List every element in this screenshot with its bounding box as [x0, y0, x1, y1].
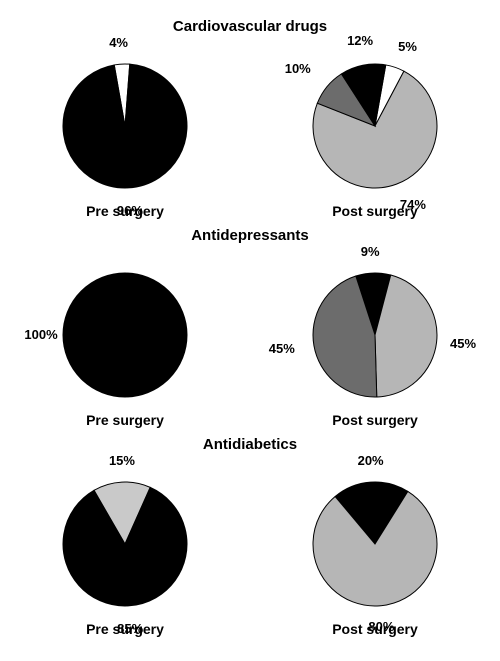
pie-chart: 4%96% [10, 41, 240, 201]
slice-label: 4% [109, 35, 128, 50]
pie-svg [260, 250, 490, 410]
figure-container: Cardiovascular drugs4%96%Pre surgery5%74… [0, 0, 500, 661]
chart-row: 4%96%Pre surgery5%74%10%12%Post surgery [0, 41, 500, 219]
section-title: Antidepressants [0, 227, 500, 244]
slice-label: 74% [400, 197, 426, 212]
slice-label: 80% [368, 619, 394, 634]
pie-chart: 5%74%10%12% [260, 41, 490, 201]
pie-svg [260, 459, 490, 619]
pie-svg [10, 41, 240, 201]
slice-label: 5% [398, 39, 417, 54]
slice-label: 9% [361, 244, 380, 259]
chart-row: 100%Pre surgery9%45%45%Post surgery [0, 250, 500, 428]
pie-chart: 100% [10, 250, 240, 410]
slice-label: 10% [285, 61, 311, 76]
slice-label: 100% [24, 327, 57, 342]
slice-label: 15% [109, 453, 135, 468]
chart-cell: 15%85%Pre surgery [10, 459, 240, 637]
pie-chart: 20%80% [260, 459, 490, 619]
slice-label: 20% [358, 453, 384, 468]
chart-cell: 9%45%45%Post surgery [260, 250, 490, 428]
pie-caption: Pre surgery [86, 412, 164, 428]
pie-chart: 15%85% [10, 459, 240, 619]
section-title: Antidiabetics [0, 436, 500, 453]
chart-cell: 20%80%Post surgery [260, 459, 490, 637]
slice-label: 45% [269, 341, 295, 356]
chart-cell: 5%74%10%12%Post surgery [260, 41, 490, 219]
slice-label: 96% [117, 203, 143, 218]
section-title: Cardiovascular drugs [0, 18, 500, 35]
slice-label: 12% [347, 33, 373, 48]
chart-row: 15%85%Pre surgery20%80%Post surgery [0, 459, 500, 637]
slice-label: 85% [117, 621, 143, 636]
slice-label: 45% [450, 336, 476, 351]
pie-chart: 9%45%45% [260, 250, 490, 410]
chart-cell: 100% Pre surgery [10, 250, 240, 428]
pie-svg [10, 459, 240, 619]
chart-cell: 4%96%Pre surgery [10, 41, 240, 219]
pie-caption: Post surgery [332, 412, 418, 428]
